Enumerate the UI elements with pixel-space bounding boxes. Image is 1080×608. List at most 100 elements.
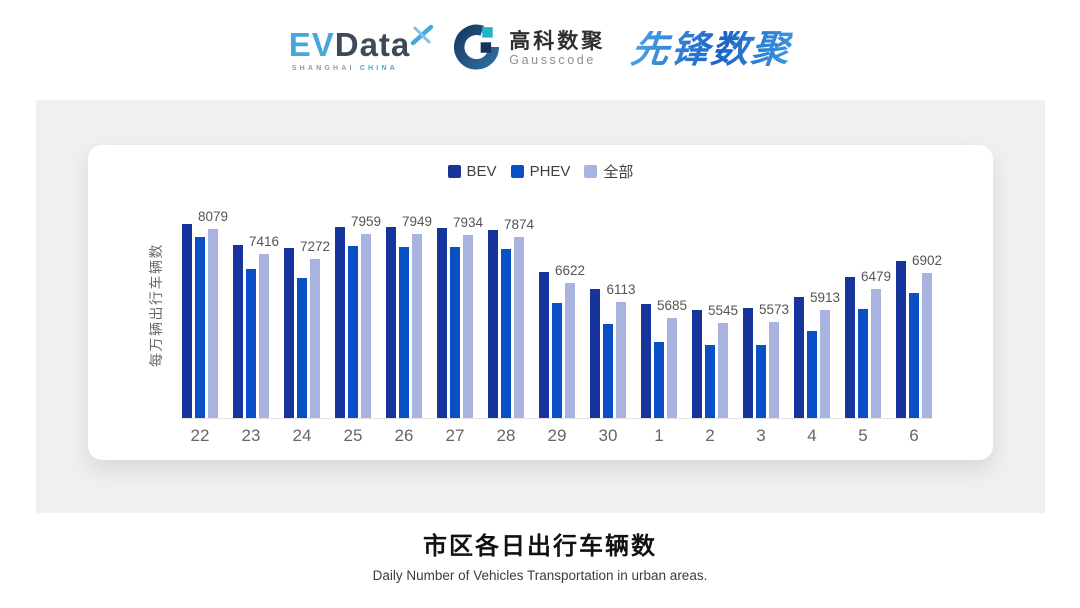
x-tick-label: 26 [394,426,414,445]
bar-value-label: 7959 [350,213,382,229]
bar-全部-4 [820,309,830,418]
bar-value-label: 5545 [707,303,739,319]
bar-PHEV-23 [246,269,256,418]
x-tick-label: 24 [292,426,312,445]
bar-value-label: 5573 [758,302,790,318]
bar-全部-25 [361,233,371,418]
x-tick-label: 5 [858,426,868,445]
x-tick-label: 1 [654,426,664,445]
bar-全部-5 [871,288,881,418]
header-logos: EVData SHANGHAI CHINA [0,24,1080,75]
bar-value-label: 5685 [656,298,688,314]
x-tick-label: 22 [190,426,210,445]
bar-group-22: 8079 22 [182,195,228,445]
x-tick-label: 27 [445,426,465,445]
bar-BEV-28 [488,230,498,418]
bar-group-3: 5573 3 [743,195,789,445]
legend-label: 全部 [603,164,634,181]
bar-value-label: 5913 [809,289,841,305]
legend-label: BEV [466,163,497,180]
x-tick-label: 6 [909,426,919,445]
bar-PHEV-29 [552,302,562,418]
bar-PHEV-4 [807,330,817,418]
evdata-sparkle-icon [410,18,434,51]
bar-value-label: 6479 [860,268,892,284]
bar-value-label: 6902 [911,253,943,268]
x-tick-label: 29 [547,426,567,445]
bar-group-30: 6113 30 [590,195,636,445]
legend-swatch-icon [584,165,598,178]
gausscode-en-text: Gausscode [509,53,596,68]
bar-全部-28 [514,236,524,418]
bar-BEV-1 [641,304,651,418]
bar-group-26: 7949 26 [386,195,432,445]
bar-group-28: 7874 28 [488,195,534,445]
bar-BEV-27 [437,227,447,418]
bar-全部-2 [718,323,728,418]
bar-BEV-5 [845,276,855,418]
bar-value-label: 7416 [248,233,280,249]
bar-group-25: 7959 25 [335,195,381,445]
x-tick-label: 2 [705,426,715,445]
legend-item-BEV[interactable]: BEV [447,163,497,180]
bar-BEV-24 [284,248,294,418]
evdata-subtitle: SHANGHAI CHINA [289,65,411,72]
bar-value-label: 6622 [554,263,586,279]
bar-BEV-30 [590,289,600,418]
bar-PHEV-30 [603,323,613,418]
bar-value-label: 7874 [503,216,535,232]
bar-全部-6 [922,273,932,418]
bar-全部-24 [310,259,320,418]
x-tick-label: 28 [496,426,516,445]
bar-PHEV-1 [654,341,664,418]
bar-value-label: 7934 [452,214,484,230]
evdata-sub-right: CHINA [359,64,398,72]
bar-value-label: 7949 [401,214,433,230]
bar-group-6: 6902 6 [896,195,942,445]
chart-title: 市区各日出行车辆数 [423,533,657,560]
legend-swatch-icon [510,165,524,178]
bar-group-4: 5913 4 [794,195,840,445]
bar-PHEV-27 [450,247,460,418]
evdata-wordmark: EVData [289,24,434,63]
bar-BEV-26 [386,227,396,418]
gausscode-g-icon [454,24,500,75]
bar-PHEV-5 [858,309,868,418]
bar-BEV-23 [233,244,243,418]
bar-BEV-22 [182,224,192,418]
bar-PHEV-25 [348,245,358,418]
bar-全部-1 [667,318,677,418]
x-tick-label: 4 [807,426,817,445]
bar-group-1: 5685 1 [641,195,687,445]
legend-label: PHEV [529,163,571,180]
bar-PHEV-24 [297,277,307,418]
bar-BEV-3 [743,308,753,418]
xianfeng-logo: 先锋数聚 [629,28,794,71]
bar-PHEV-2 [705,345,715,418]
bar-group-27: 7934 27 [437,195,483,445]
legend-item-全部[interactable]: 全部 [584,161,633,182]
bar-全部-26 [412,234,422,418]
bar-全部-27 [463,234,473,418]
bar-PHEV-3 [756,345,766,418]
bar-全部-30 [616,302,626,418]
evdata-data-text: Data [334,25,411,63]
legend-item-PHEV[interactable]: PHEV [510,163,571,180]
chart-panel: BEV PHEV 全部 每万辆出行车辆数 8079 22 7416 23 7272 24 795… [36,100,1045,513]
bar-PHEV-6 [909,292,919,418]
bar-BEV-6 [896,261,906,418]
footer-block: 市区各日出行车辆数 Daily Number of Vehicles Trans… [0,533,1080,583]
bar-BEV-25 [335,227,345,418]
x-tick-label: 23 [241,426,261,445]
bar-全部-29 [565,283,575,418]
bar-value-label: 8079 [197,209,229,225]
bar-全部-22 [208,229,218,418]
y-axis-title: 每万辆出行车辆数 [148,243,164,367]
legend-swatch-icon [447,165,461,178]
x-tick-label: 3 [756,426,766,445]
bar-group-5: 6479 5 [845,195,891,445]
bar-plot: 8079 22 7416 23 7272 24 7959 25 7949 26 7934 27 7874… [182,195,942,445]
bar-group-24: 7272 24 [284,195,330,445]
bar-PHEV-28 [501,248,511,418]
